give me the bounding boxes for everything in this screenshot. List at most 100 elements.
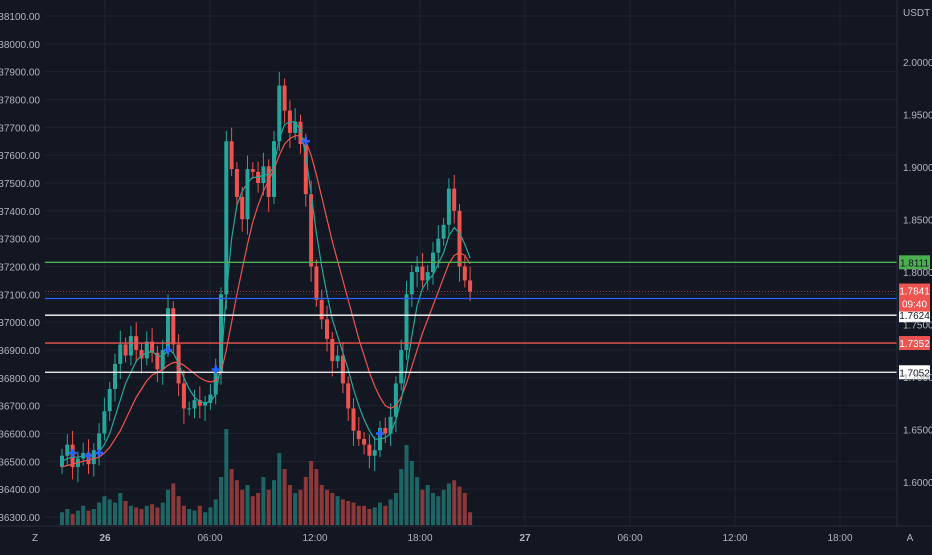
candle-body [266,166,271,197]
volume-bar [203,512,208,525]
volume-bar [314,469,319,525]
candle-body [441,224,446,239]
candle-body [462,266,467,281]
signal-markers [68,137,384,460]
candle-body [208,394,213,403]
ma-slow-line [61,135,471,468]
volume-bars [60,429,473,525]
right-tick-label: 1.6500 [903,426,932,437]
current-price-tag [899,283,930,312]
volume-bar [425,485,430,525]
candle-body [351,408,356,431]
candle-body [113,363,117,389]
volume-bar [452,480,457,525]
candle-body [234,169,239,197]
candle-body [144,341,149,359]
time-tick-label: 18:00 [827,533,852,544]
volume-bar [229,469,234,525]
volume-bar [234,480,239,525]
candle-body [224,141,229,295]
volume-bar [70,513,75,525]
candle-body [123,344,128,356]
candle-body [436,238,441,253]
left-tick-label: 37800.00 [0,96,40,107]
time-tick-label: 12:00 [302,533,327,544]
candle-body [346,383,351,409]
time-tick-label: 26 [99,533,111,544]
candle-body [446,188,451,225]
candle-body [219,294,223,373]
candle-body [60,455,64,467]
candle-body [457,210,462,267]
candle-body [107,388,112,412]
candle-body [399,350,404,384]
volume-bar [97,502,102,525]
candle-body [319,299,324,320]
candle-body [388,416,393,434]
candle-body [160,350,165,370]
left-price-axis[interactable]: 36300.00 36400.00 36500.00 36600.00 36700.00… [0,12,40,524]
volume-bar [213,499,218,525]
right-tick-label: 1.7500 [903,321,932,332]
volume-bar [415,477,420,525]
left-tick-label: 36700.00 [0,402,40,413]
volume-bar [266,489,271,525]
horizontal-levels[interactable]: 1.81111.77671.76241.73521.70521.784109:4… [45,255,930,380]
volume-bar [383,505,388,525]
time-axis[interactable]: Z 26 06:00 12:00 18:00 27 06:00 12:00 18:00 A [0,525,932,544]
volume-bar [446,483,451,525]
left-tick-label: 37300.00 [0,235,40,246]
right-tick-label: 1.8000 [903,268,932,279]
volume-bar [60,512,64,525]
moving-averages [61,121,471,468]
volume-bar [181,505,186,525]
candle-body [166,308,170,350]
time-tick-label: 18:00 [407,533,432,544]
volume-bar [176,496,181,525]
candle-body [240,196,245,220]
volume-bar [372,507,377,525]
volume-bar [192,510,197,525]
candle-body [393,383,398,417]
candle-body [415,266,420,273]
volume-bar [118,493,123,525]
volume-bar [224,429,229,525]
volume-bar [256,493,261,525]
ma-fast-line [61,121,471,462]
level-label: 1.7624 [899,311,930,322]
candle-body [420,266,425,281]
volume-bar [457,486,462,525]
candle-body [293,121,298,133]
candle-body [250,169,255,172]
volume-bar [431,493,435,525]
plus-marker-icon [211,365,220,374]
volume-bar [356,505,361,525]
volume-bar [462,493,467,525]
current-price-label: 1.7841 [899,287,930,298]
candle-body [452,188,457,211]
left-tick-label: 37900.00 [0,68,40,79]
level-label: 1.7352 [899,339,930,350]
candle-body [150,341,155,353]
volume-bar [113,502,117,525]
volume-bar [309,461,314,525]
right-price-axis[interactable]: 1.6000 1.6500 1.7000 1.7500 1.8000 1.8500 1.90… [896,0,932,526]
volume-bar [144,505,149,525]
volume-bar [272,480,276,525]
volume-bar [197,505,202,525]
volume-bar [303,477,308,525]
volume-bar [378,502,382,525]
candle-body [181,383,186,409]
grid [45,0,897,526]
volume-bar [441,489,446,525]
volume-bar [219,477,223,525]
volume-bar [91,509,96,525]
volume-bar [81,505,86,525]
volume-bar [399,469,404,525]
left-tick-label: 36800.00 [0,374,40,385]
volume-bar [340,499,345,525]
candle-body [277,85,282,142]
right-tick-label: 1.8500 [903,216,932,227]
